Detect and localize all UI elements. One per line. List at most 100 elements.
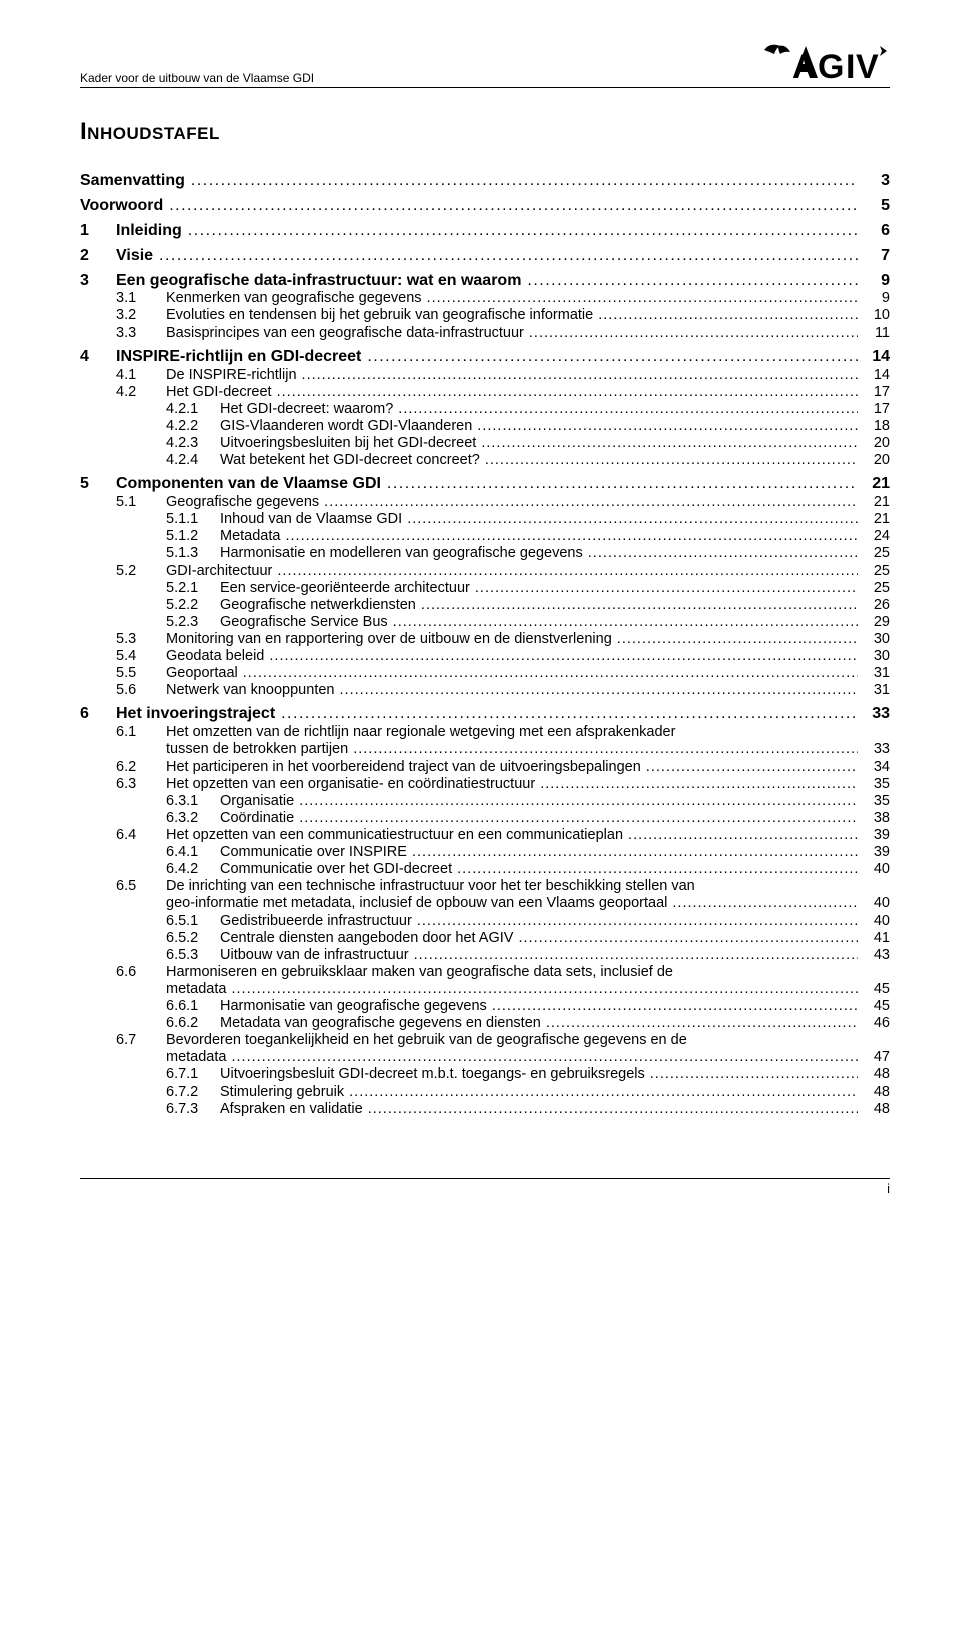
toc-row: 5.3Monitoring van en rapportering over d… (80, 631, 890, 648)
toc-number: 5.1.3 (80, 545, 220, 562)
toc-label: Voorwoord (80, 197, 858, 216)
toc-row: 5.5Geoportaal31 (80, 665, 890, 682)
toc-label: Afspraken en validatie (220, 1101, 858, 1118)
toc-number: 3.2 (80, 307, 166, 324)
toc-label: Geografische gegevens (166, 494, 858, 511)
toc-row: 4.2.4Wat betekent het GDI-decreet concre… (80, 452, 890, 469)
toc-page: 3 (858, 172, 890, 191)
toc-number: 6.1 (80, 724, 166, 741)
toc-page: 46 (858, 1015, 890, 1032)
toc-label: Visie (116, 247, 858, 266)
toc-number: 3.1 (80, 290, 166, 307)
toc-number: 5.3 (80, 631, 166, 648)
toc-number: 5.4 (80, 648, 166, 665)
toc-row: 4.2Het GDI-decreet17 (80, 384, 890, 401)
toc-row: 4INSPIRE-richtlijn en GDI-decreet14 (80, 348, 890, 367)
toc-number: 4.2 (80, 384, 166, 401)
toc-number: 6.5.2 (80, 930, 220, 947)
toc-row: 4.2.2GIS-Vlaanderen wordt GDI-Vlaanderen… (80, 418, 890, 435)
toc-label: Harmoniseren en gebruiksklaar maken van … (166, 964, 890, 981)
toc-page: 5 (858, 197, 890, 216)
toc-page: 47 (858, 1049, 890, 1066)
toc-row: Samenvatting3 (80, 172, 890, 191)
header-rule (80, 87, 890, 88)
toc-page: 39 (858, 844, 890, 861)
toc-page: 45 (858, 981, 890, 998)
toc-number: 6.6.1 (80, 998, 220, 1015)
toc-row: 4.2.3Uitvoeringsbesluiten bij het GDI-de… (80, 435, 890, 452)
toc-row: 3Een geografische data-infrastructuur: w… (80, 272, 890, 291)
toc-number: 5.2.3 (80, 614, 220, 631)
svg-text:I: I (846, 48, 855, 85)
toc-page: 40 (858, 913, 890, 930)
toc-page: 21 (858, 475, 890, 494)
toc-row: 6.7.1Uitvoeringsbesluit GDI-decreet m.b.… (80, 1066, 890, 1083)
toc-page: 45 (858, 998, 890, 1015)
toc-number: 6.3 (80, 776, 166, 793)
toc-label: De INSPIRE-richtlijn (166, 367, 858, 384)
toc-row: 5.1.1Inhoud van de Vlaamse GDI21 (80, 511, 890, 528)
toc-label: Componenten van de Vlaamse GDI (116, 475, 858, 494)
toc-label: Stimulering gebruik (220, 1084, 858, 1101)
toc-row: 6.3Het opzetten van een organisatie- en … (80, 776, 890, 793)
toc-label: Inhoud van de Vlaamse GDI (220, 511, 858, 528)
toc-label: Het participeren in het voorbereidend tr… (166, 759, 858, 776)
toc-page: 35 (858, 793, 890, 810)
toc-label: Bevorderen toegankelijkheid en het gebru… (166, 1032, 890, 1049)
toc-page: 31 (858, 682, 890, 699)
toc-label: geo-informatie met metadata, inclusief d… (166, 895, 858, 912)
toc-number: 5.2.2 (80, 597, 220, 614)
toc-page: 20 (858, 435, 890, 452)
toc-page: 48 (858, 1101, 890, 1118)
toc-page: 33 (858, 705, 890, 724)
toc-number: 4.2.3 (80, 435, 220, 452)
toc-label: Netwerk van knooppunten (166, 682, 858, 699)
toc-label: Uitvoeringsbesluit GDI-decreet m.b.t. to… (220, 1066, 858, 1083)
toc-row: 6.7.3Afspraken en validatie48 (80, 1101, 890, 1118)
toc-page: 14 (858, 348, 890, 367)
svg-text:A: A (792, 48, 817, 85)
toc-row: 6.3.1Organisatie35 (80, 793, 890, 810)
toc-label: Samenvatting (80, 172, 858, 191)
toc-number: 1 (80, 222, 116, 241)
toc-number: 5.1.2 (80, 528, 220, 545)
toc-row: 5.2.1Een service-georiënteerde architect… (80, 580, 890, 597)
toc-number: 5.2 (80, 563, 166, 580)
toc-label: Geoportaal (166, 665, 858, 682)
page-number: i (887, 1181, 890, 1196)
toc-page: 20 (858, 452, 890, 469)
toc-page: 40 (858, 861, 890, 878)
toc-label: metadata (166, 1049, 858, 1066)
toc-label: Een geografische data-infrastructuur: wa… (116, 272, 858, 291)
toc-row: 5.4Geodata beleid30 (80, 648, 890, 665)
toc-row: 6Het invoeringstraject33 (80, 705, 890, 724)
toc-number: 6.7.3 (80, 1101, 220, 1118)
toc-number: 6.4 (80, 827, 166, 844)
toc-label: Wat betekent het GDI-decreet concreet? (220, 452, 858, 469)
toc-page: 39 (858, 827, 890, 844)
toc-page: 11 (858, 325, 890, 342)
toc-row: 6.3.2Coördinatie38 (80, 810, 890, 827)
toc-page: 29 (858, 614, 890, 631)
toc-page: 38 (858, 810, 890, 827)
toc-number: 5 (80, 475, 116, 494)
toc-number: 6.3.2 (80, 810, 220, 827)
toc-page: 17 (858, 384, 890, 401)
toc-label: GIS-Vlaanderen wordt GDI-Vlaanderen (220, 418, 858, 435)
toc-page: 9 (858, 272, 890, 291)
toc-row: 3.3Basisprincipes van een geografische d… (80, 325, 890, 342)
toc-number: 6.3.1 (80, 793, 220, 810)
toc-label: Het GDI-decreet: waarom? (220, 401, 858, 418)
running-title: Kader voor de uitbouw van de Vlaamse GDI (80, 71, 314, 85)
toc-number: 6.7.1 (80, 1066, 220, 1083)
toc-page: 21 (858, 511, 890, 528)
toc-label: Coördinatie (220, 810, 858, 827)
toc-row: Voorwoord5 (80, 197, 890, 216)
toc-number: 4 (80, 348, 116, 367)
toc-page: 48 (858, 1066, 890, 1083)
toc-row: 4.1De INSPIRE-richtlijn14 (80, 367, 890, 384)
toc-row: 1Inleiding6 (80, 222, 890, 241)
toc-label: metadata (166, 981, 858, 998)
page-header: Kader voor de uitbouw van de Vlaamse GDI… (80, 40, 890, 85)
toc-number: 6 (80, 705, 116, 724)
